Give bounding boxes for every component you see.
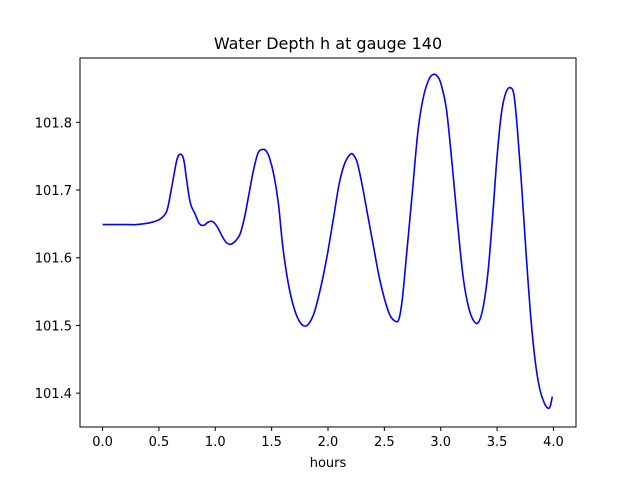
plot-area: [102, 73, 554, 410]
axes-frame: [79, 57, 577, 428]
x-tick-label: 1.0: [205, 435, 226, 450]
x-axis-label: hours: [310, 456, 347, 471]
x-tick-label: 0.0: [92, 435, 113, 450]
x-tick-label: 4.0: [543, 435, 564, 450]
y-tick-label: 101.4: [35, 387, 72, 402]
x-tick-label: 2.5: [374, 435, 395, 450]
y-axis: 101.4 101.5 101.6 101.7 101.8: [35, 116, 80, 402]
x-tick-label: 3.0: [430, 435, 451, 450]
chart-title: Water Depth h at gauge 140: [214, 34, 442, 53]
x-axis: 0.0 0.5 1.0 1.5 2.0 2.5 3.0 3.5 4.0: [92, 427, 564, 450]
y-tick-label: 101.5: [35, 319, 72, 334]
y-tick-label: 101.6: [35, 252, 72, 267]
y-tick-label: 101.7: [35, 184, 72, 199]
x-tick-label: 1.5: [261, 435, 282, 450]
x-tick-label: 3.5: [487, 435, 508, 450]
series-line: [102, 73, 554, 410]
y-tick-label: 101.8: [35, 116, 72, 131]
x-tick-label: 2.0: [318, 435, 339, 450]
x-tick-label: 0.5: [149, 435, 170, 450]
